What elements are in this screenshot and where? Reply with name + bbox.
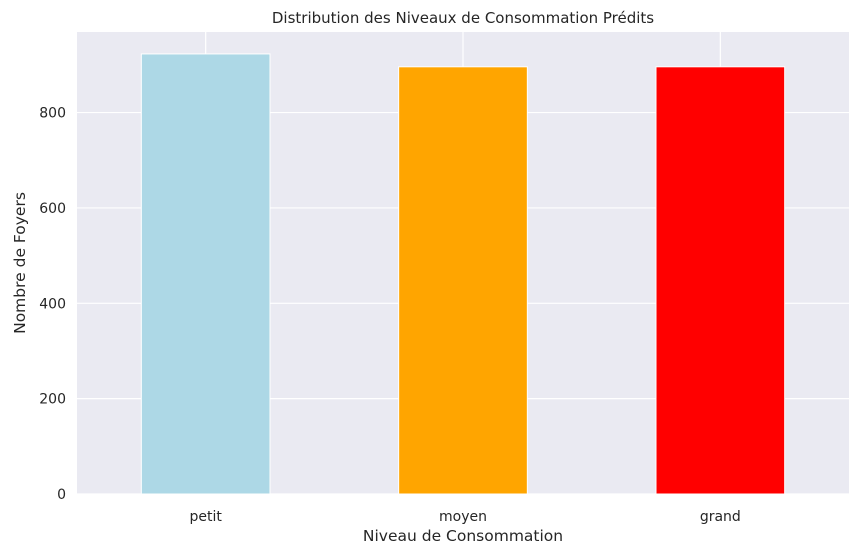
x-tick-label: moyen <box>439 509 487 525</box>
y-tick-label: 600 <box>39 201 66 217</box>
x-axis-label: Niveau de Consommation <box>363 527 563 545</box>
x-tick-label: grand <box>700 509 741 525</box>
bar-grand <box>655 66 786 495</box>
bars <box>140 53 786 495</box>
x-axis-ticks: petit moyen grand <box>189 509 740 525</box>
y-tick-label: 800 <box>39 106 66 122</box>
y-tick-label: 0 <box>57 487 66 503</box>
y-tick-label: 400 <box>39 296 66 312</box>
y-axis-ticks: 0 200 400 600 800 <box>39 106 66 503</box>
y-tick-label: 200 <box>39 392 66 408</box>
bar-petit <box>140 53 271 495</box>
bar-moyen <box>398 66 528 495</box>
y-axis-label: Nombre de Foyers <box>11 192 29 334</box>
x-tick-label: petit <box>189 509 222 525</box>
chart-title: Distribution des Niveaux de Consommation… <box>272 9 654 27</box>
